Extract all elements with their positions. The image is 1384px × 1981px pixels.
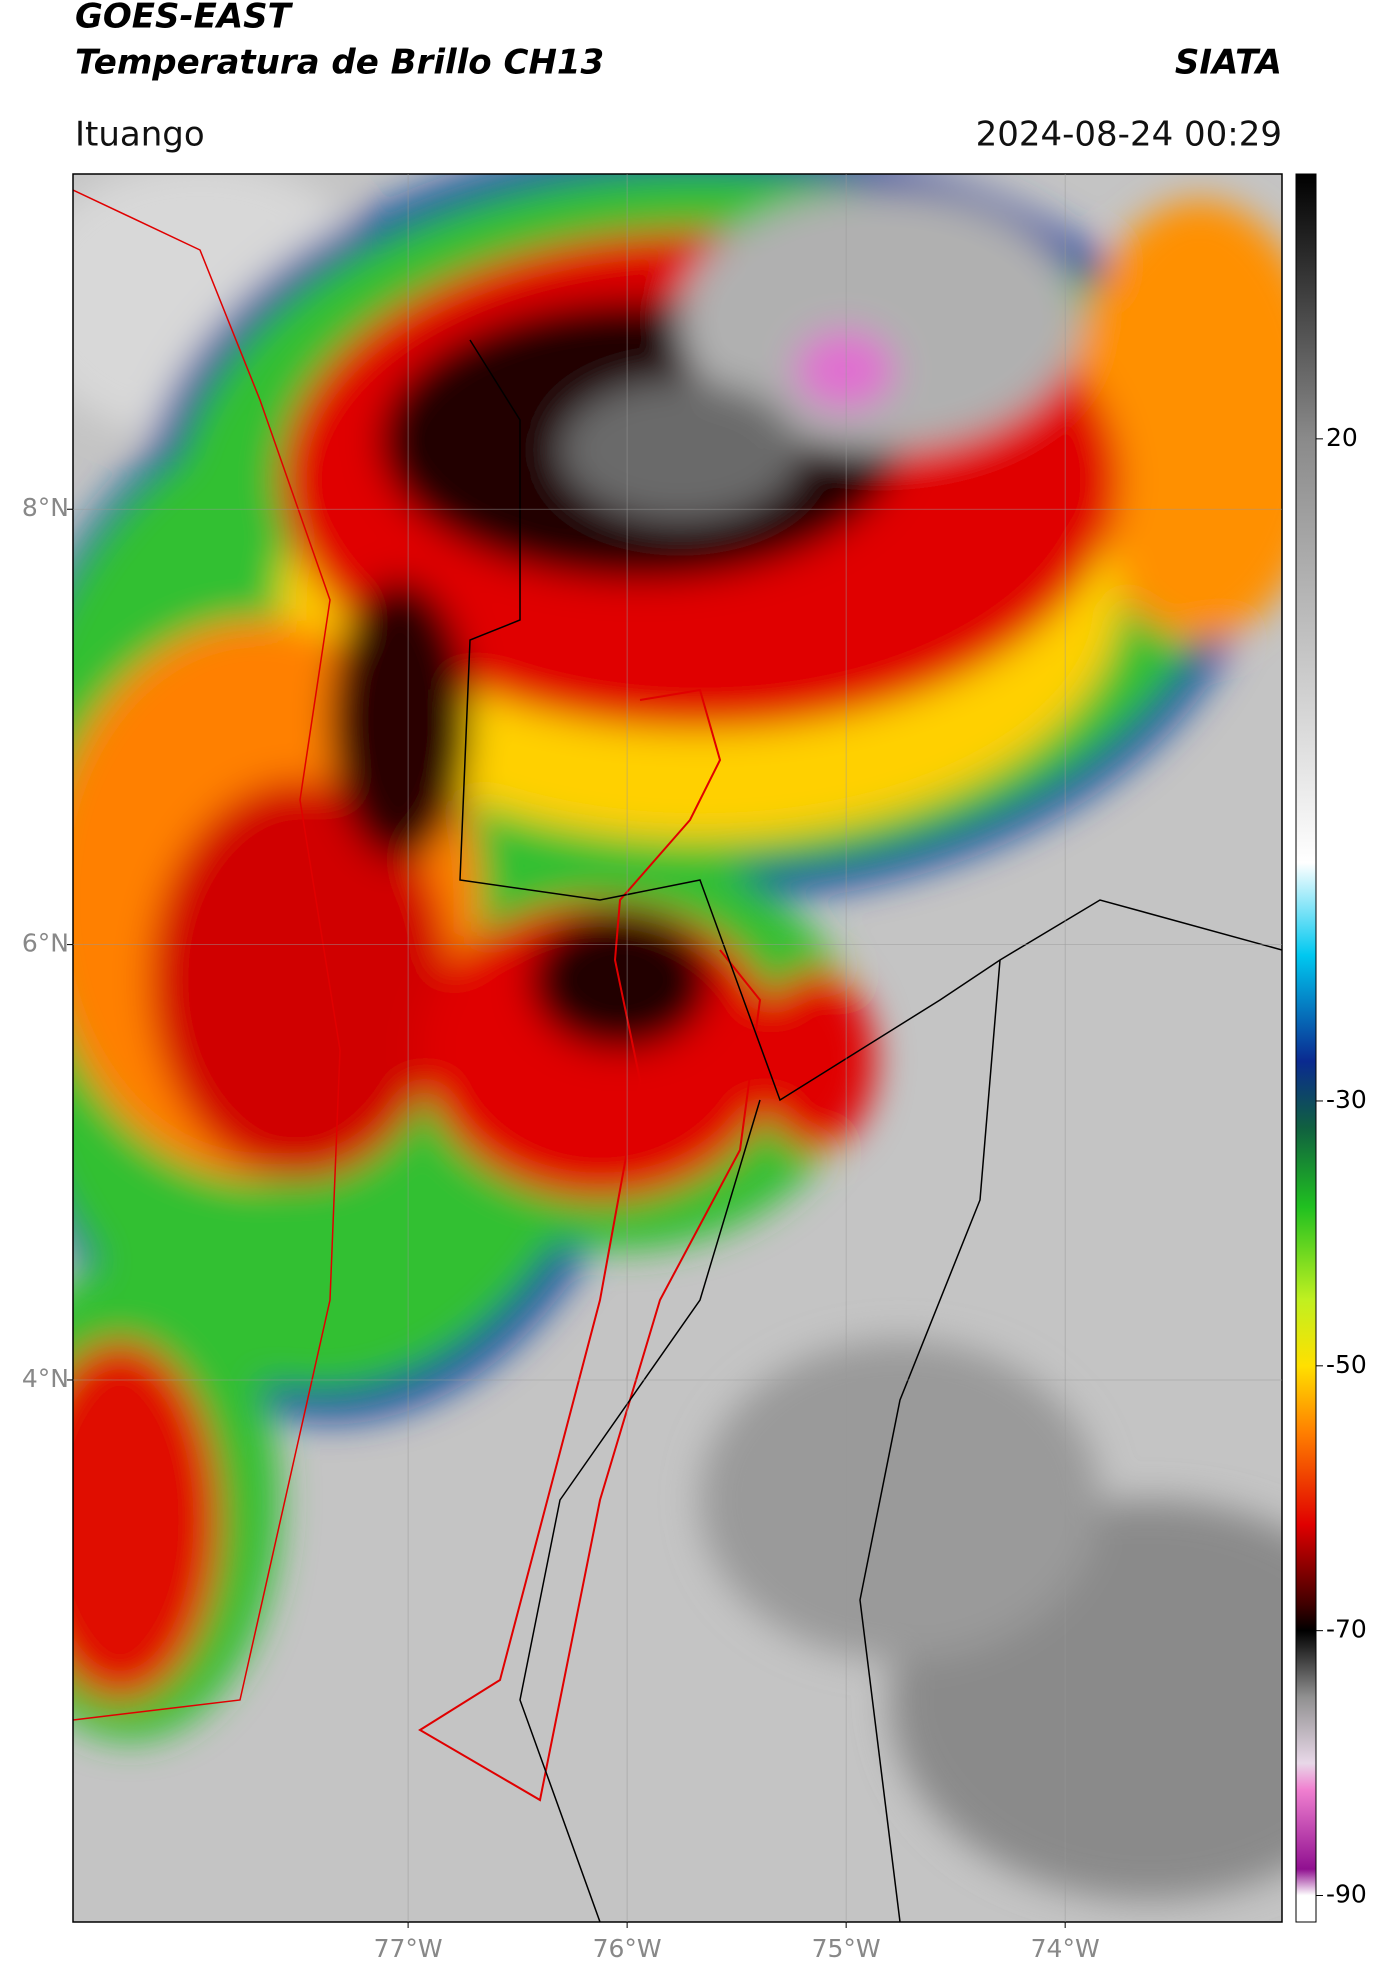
colorbar (1295, 173, 1317, 1923)
datetime: 2024-08-24 00:29 (976, 115, 1282, 155)
x-tick-label: 74°W (1031, 1934, 1100, 1963)
location: Ituango (75, 115, 205, 155)
title: GOES-EAST (75, 0, 294, 37)
x-tick-label: 75°W (812, 1934, 881, 1963)
y-tick-label: 6°N (22, 929, 69, 958)
y-tick-label: 8°N (22, 493, 69, 522)
colorbar-tick-label: -50 (1326, 1350, 1367, 1379)
colorbar-tick-label: -30 (1326, 1085, 1367, 1114)
source: SIATA (1175, 43, 1282, 83)
y-tick-label: 4°N (22, 1364, 69, 1393)
subtitle: Temperatura de Brillo CH13 (75, 43, 604, 83)
x-tick-label: 76°W (593, 1934, 662, 1963)
satellite-image (73, 174, 1282, 1922)
x-tick-label: 77°W (374, 1934, 443, 1963)
colorbar-tick-label: -70 (1326, 1615, 1367, 1644)
colorbar-tick-label: 20 (1326, 423, 1358, 452)
colorbar-tick-label: -90 (1326, 1880, 1367, 1909)
map-frame (72, 173, 1283, 1923)
